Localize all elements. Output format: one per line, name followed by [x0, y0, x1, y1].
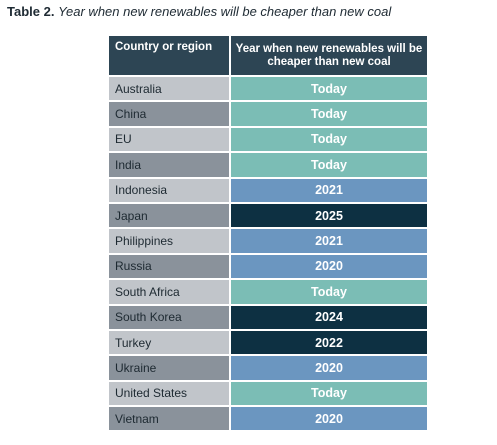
country-cell: Australia [109, 76, 231, 103]
country-cell: India [109, 152, 231, 179]
year-cell: Today [230, 126, 427, 154]
table-row: South Africa Today [109, 279, 427, 306]
renewables-vs-coal-table: Country or region Year when new renewabl… [109, 36, 427, 433]
year-cell: Today [230, 380, 427, 408]
table-header-row: Country or region Year when new renewabl… [109, 36, 427, 77]
table-row: Ukraine 2020 [109, 355, 427, 382]
table-row: Indonesia 2021 [109, 177, 427, 204]
year-cell: Today [230, 76, 427, 103]
year-cell: 2025 [230, 202, 427, 230]
year-cell: 2024 [230, 304, 427, 331]
table-row: Vietnam 2020 [109, 406, 427, 433]
year-cell: Today [230, 152, 427, 179]
country-cell: South Korea [109, 304, 231, 331]
country-cell: Turkey [109, 329, 231, 357]
year-cell: 2020 [230, 253, 427, 281]
header-year: Year when new renewables will be cheaper… [230, 36, 427, 77]
country-cell: Vietnam [109, 406, 231, 433]
table-caption-text: Year when new renewables will be cheaper… [58, 4, 392, 19]
table-caption-label: Table 2. [7, 4, 55, 19]
country-cell: Philippines [109, 228, 231, 255]
table-row: Philippines 2021 [109, 228, 427, 255]
table-row: China Today [109, 101, 427, 128]
table-row: South Korea 2024 [109, 304, 427, 331]
country-cell: Ukraine [109, 355, 231, 382]
table-row: Japan 2025 [109, 202, 427, 230]
year-cell: 2020 [230, 406, 427, 433]
year-cell: Today [230, 279, 427, 306]
table-row: Turkey 2022 [109, 329, 427, 357]
table-row: Russia 2020 [109, 253, 427, 281]
country-cell: United States [109, 380, 231, 408]
header-country: Country or region [109, 36, 231, 77]
country-cell: South Africa [109, 279, 231, 306]
year-cell: Today [230, 101, 427, 128]
table-row: United States Today [109, 380, 427, 408]
table-body: Australia Today China Today EU Today India Toda… [109, 76, 427, 433]
country-cell: Indonesia [109, 177, 231, 204]
year-cell: 2022 [230, 329, 427, 357]
year-cell: 2020 [230, 355, 427, 382]
table-caption: Table 2. Year when new renewables will b… [7, 4, 391, 19]
year-cell: 2021 [230, 228, 427, 255]
table-row: Australia Today [109, 76, 427, 103]
year-cell: 2021 [230, 177, 427, 204]
table-row: India Today [109, 152, 427, 179]
country-cell: Japan [109, 202, 231, 230]
table-row: EU Today [109, 126, 427, 154]
country-cell: China [109, 101, 231, 128]
country-cell: EU [109, 126, 231, 154]
country-cell: Russia [109, 253, 231, 281]
